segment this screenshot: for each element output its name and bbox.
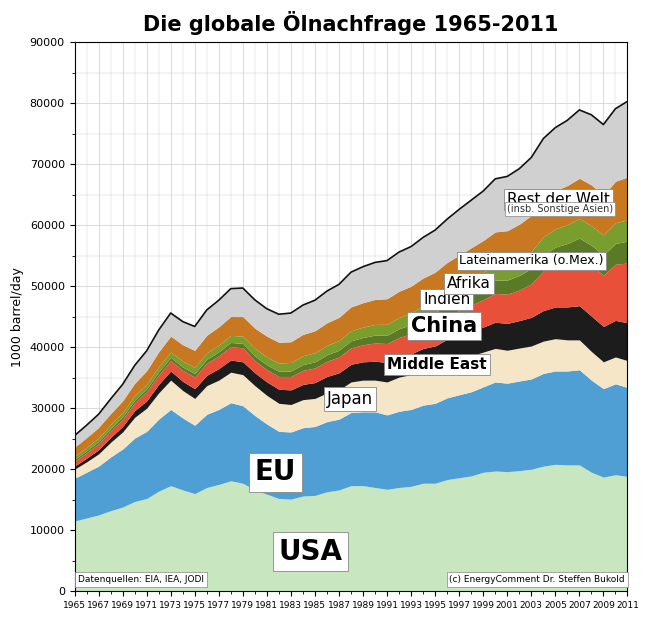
Text: Lateinamerika (o.Mex.): Lateinamerika (o.Mex.)	[459, 254, 604, 267]
Text: (c) EnergyComment Dr. Steffen Bukold: (c) EnergyComment Dr. Steffen Bukold	[449, 575, 625, 584]
Text: EU: EU	[255, 458, 296, 486]
Text: China: China	[411, 316, 477, 336]
Text: Rest der Welt: Rest der Welt	[507, 192, 610, 207]
Text: USA: USA	[279, 538, 343, 566]
Text: Indien: Indien	[423, 292, 471, 307]
Text: Afrika: Afrika	[447, 276, 491, 291]
Y-axis label: 1000 barrel/day: 1000 barrel/day	[11, 267, 24, 366]
Title: Die globale Ölnachfrage 1965-2011: Die globale Ölnachfrage 1965-2011	[143, 11, 559, 35]
Text: Middle East: Middle East	[387, 357, 487, 372]
Text: (insb. Sonstige Asien): (insb. Sonstige Asien)	[507, 204, 614, 214]
Text: Datenquellen: EIA, IEA, JODI: Datenquellen: EIA, IEA, JODI	[78, 575, 204, 584]
Text: Japan: Japan	[327, 390, 373, 408]
